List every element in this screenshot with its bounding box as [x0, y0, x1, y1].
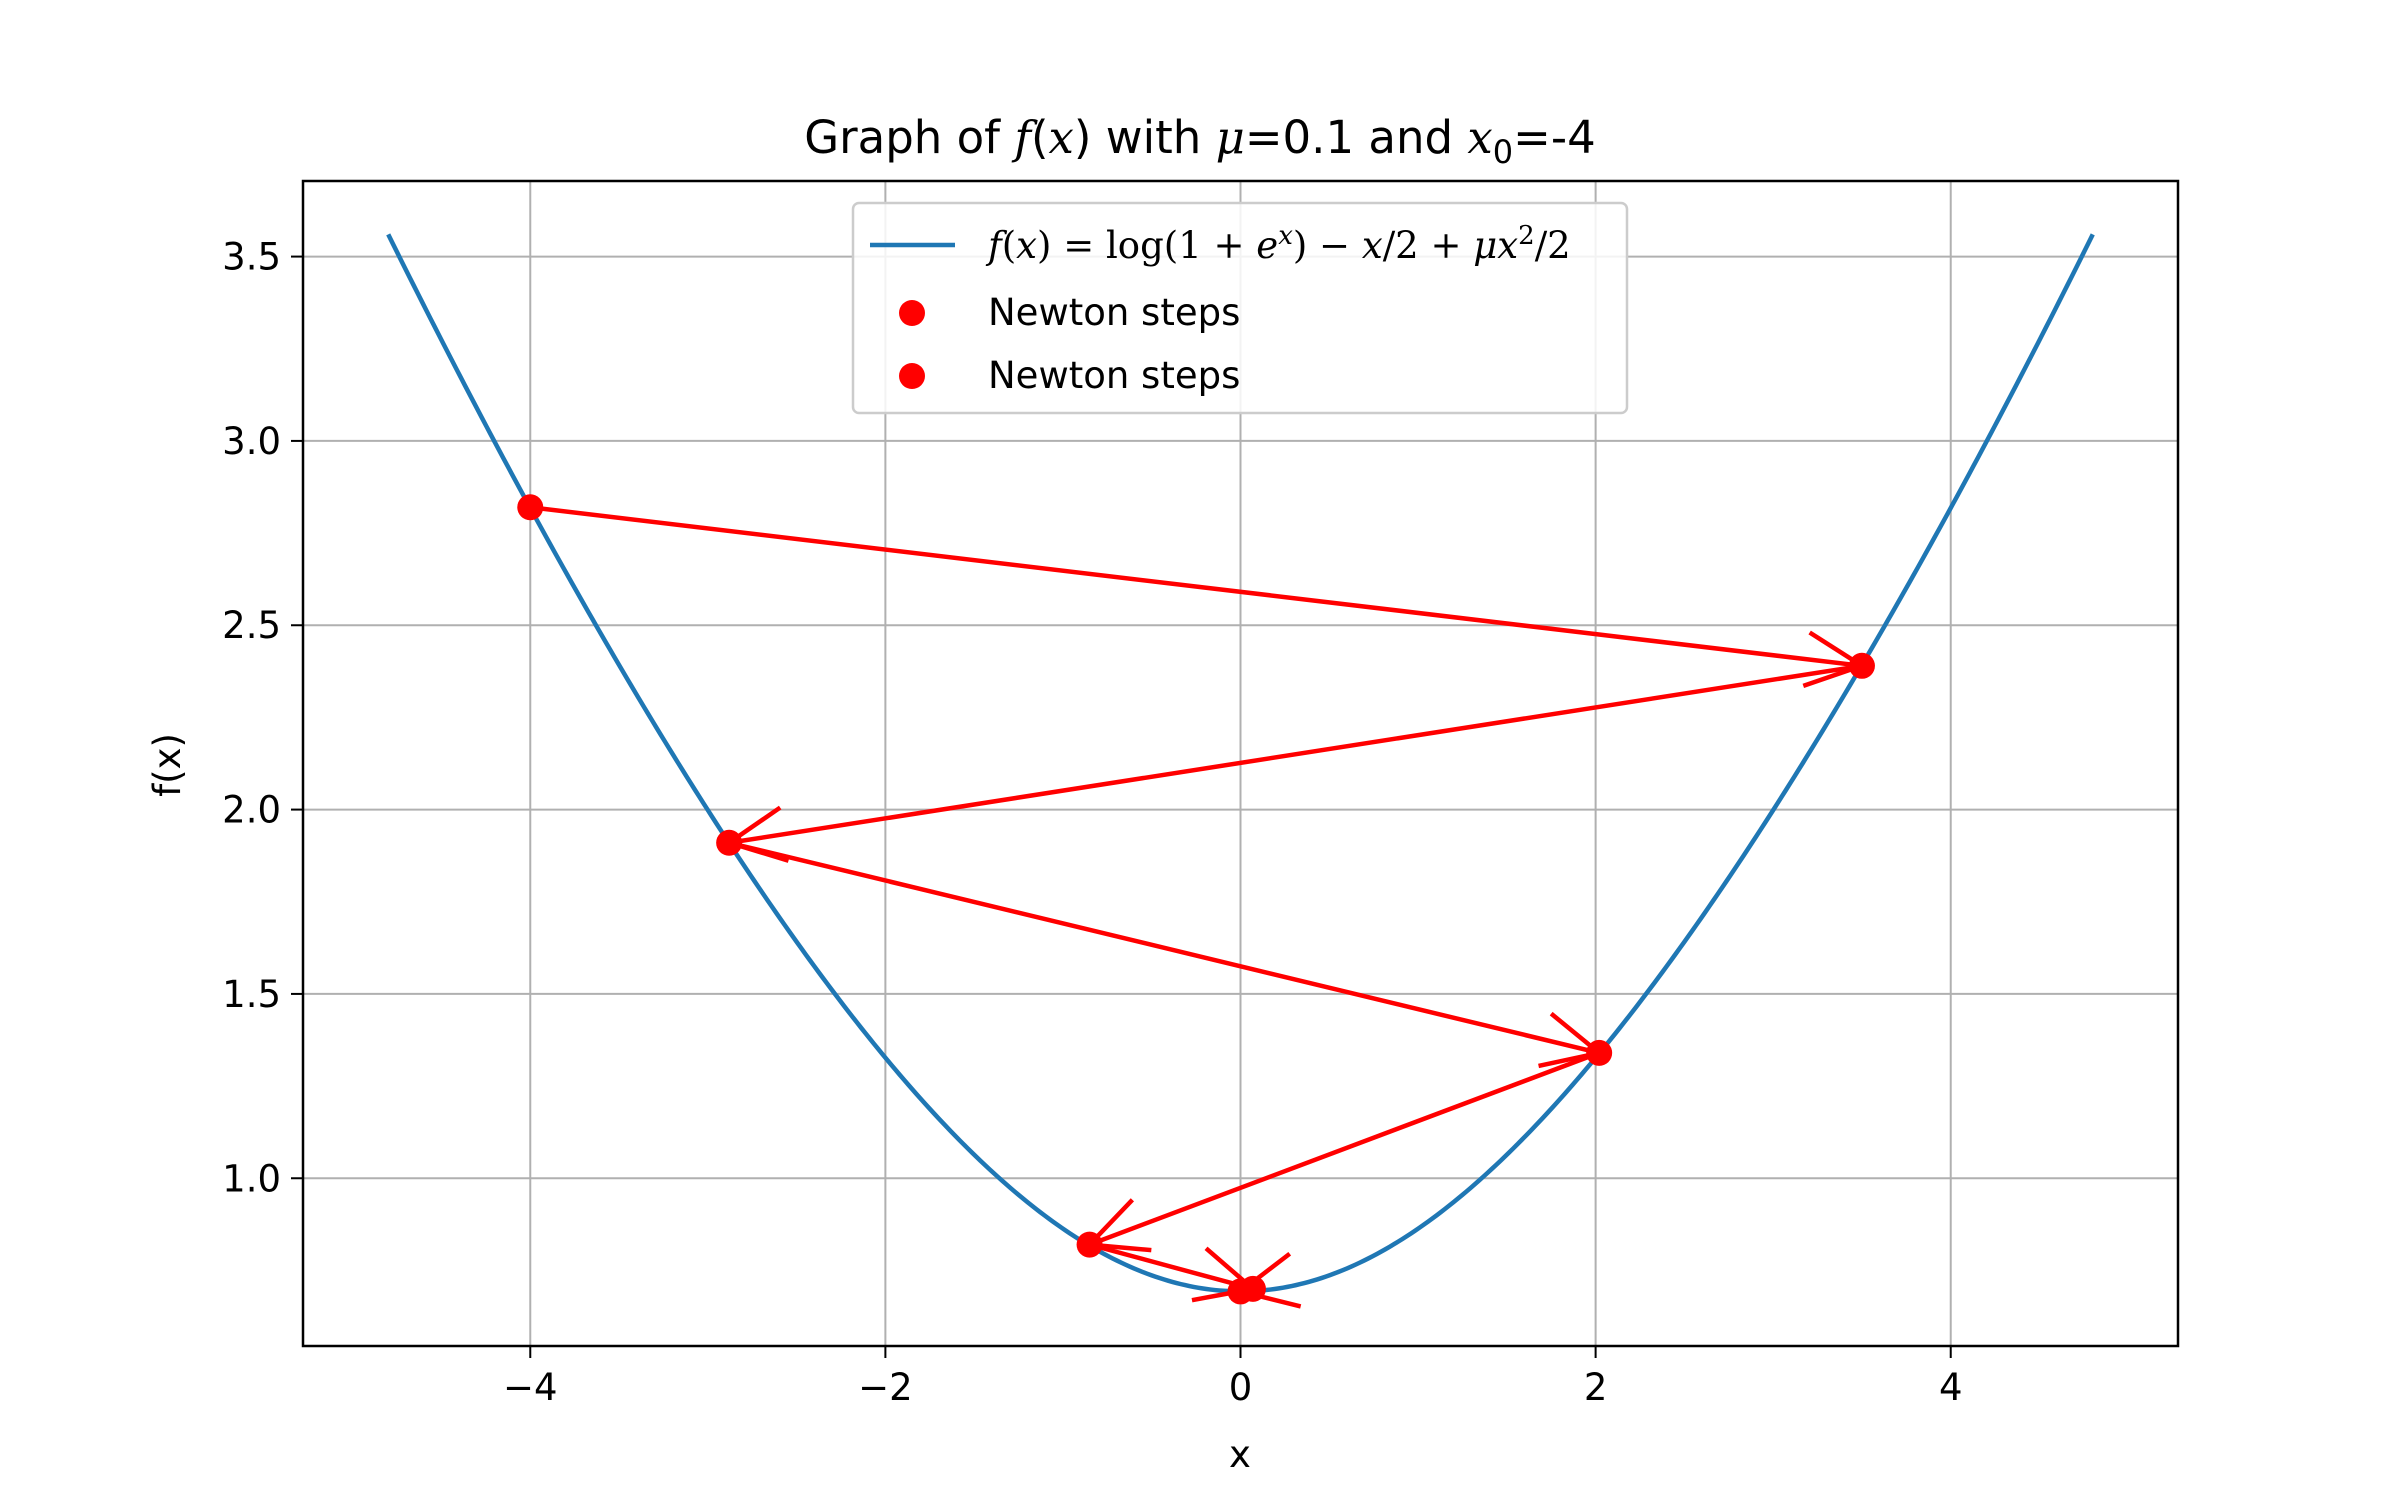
x-tick-label: 4 — [1939, 1366, 1963, 1409]
x-axis-label: x — [1229, 1433, 1251, 1476]
y-tick-label: 3.0 — [222, 420, 281, 463]
newton-step-point — [1848, 652, 1875, 679]
y-axis-ticks: 1.0 1.5 2.0 2.5 3.0 3.5 — [222, 236, 303, 1200]
legend: f(x) = log(1 + ex) − x/2 + μx2/2 Newton … — [851, 201, 1629, 415]
newton-step-point — [1227, 1278, 1254, 1305]
x-tick-label: −4 — [503, 1366, 558, 1409]
arrow-layer — [530, 505, 1864, 1309]
legend-marker-newton-steps-2 — [899, 363, 925, 389]
legend-marker-newton-steps — [899, 300, 925, 326]
y-tick-label: 1.0 — [222, 1157, 281, 1200]
newton-step-point — [517, 494, 544, 521]
y-axis-label: f(x) — [146, 733, 189, 797]
newton-step-point — [1586, 1039, 1613, 1066]
x-tick-label: −2 — [858, 1366, 913, 1409]
x-tick-label: 2 — [1584, 1366, 1608, 1409]
y-tick-label: 1.5 — [222, 973, 281, 1016]
y-tick-label: 3.5 — [222, 236, 281, 279]
legend-box — [851, 201, 1629, 415]
x-tick-label: 0 — [1229, 1366, 1253, 1409]
newton-step-point — [716, 829, 743, 856]
newton-step-point — [1076, 1231, 1103, 1258]
point-layer — [517, 494, 1875, 1305]
x-axis-ticks: −4 −2 0 2 4 — [503, 1346, 1963, 1409]
legend-label-newton-steps-2: Newton steps — [988, 354, 1240, 397]
chart-title: Graph of f(x) with μ=0.1 and x0=-4 — [804, 111, 1595, 171]
y-tick-label: 2.0 — [222, 789, 281, 832]
y-tick-label: 2.5 — [222, 604, 281, 647]
legend-label-newton-steps: Newton steps — [988, 291, 1240, 334]
legend-label-function: f(x) = log(1 + ex) − x/2 + μx2/2 — [985, 221, 1571, 267]
